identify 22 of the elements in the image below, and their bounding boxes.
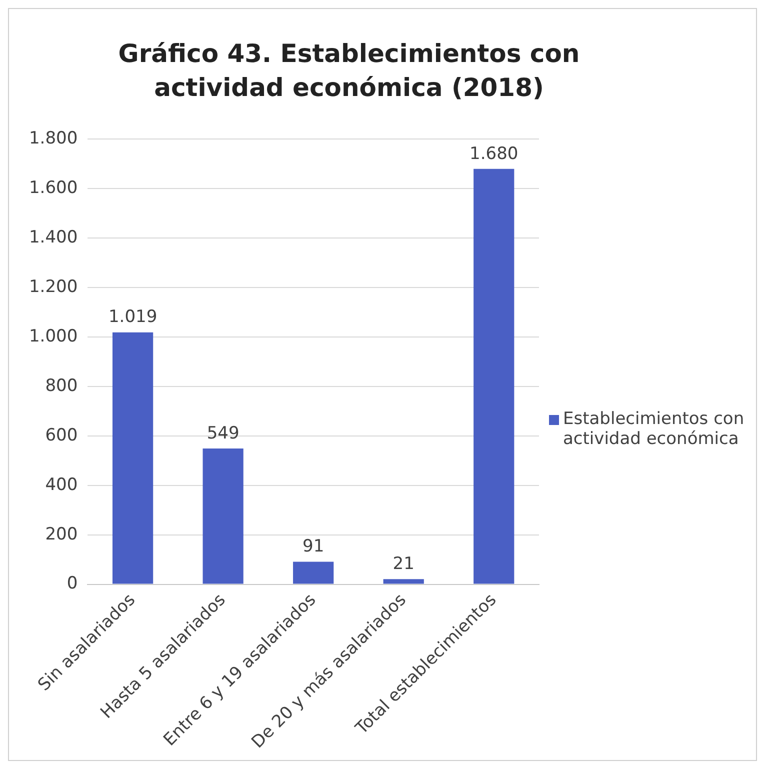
data-label: 549 [206,423,240,444]
chart-title: Gráfico 43. Establecimientos con actividad económica (2018) [117,38,581,104]
y-tick-label: 800 [45,376,78,396]
bar [293,562,334,584]
data-label: 1.019 [108,307,158,328]
y-tick-label: 400 [45,474,78,495]
bar [474,168,514,584]
bar [202,448,244,584]
data-label: 1.680 [470,144,518,164]
y-tick-label: 1.600 [28,178,78,198]
data-label: 21 [392,554,414,574]
y-tick-label: 1.200 [28,276,78,297]
y-tick-label: 1.800 [28,128,78,149]
data-label: 91 [302,536,324,557]
y-tick-label: 1.000 [28,326,78,346]
y-tick-label: 1.400 [28,228,78,248]
y-tick-label: 600 [45,425,78,446]
bar [383,579,424,584]
y-tick-label: 0 [66,574,78,594]
y-tick-label: 200 [45,524,78,544]
bar [112,332,154,584]
legend-label: Establecimientos con actividad económica [563,409,746,449]
